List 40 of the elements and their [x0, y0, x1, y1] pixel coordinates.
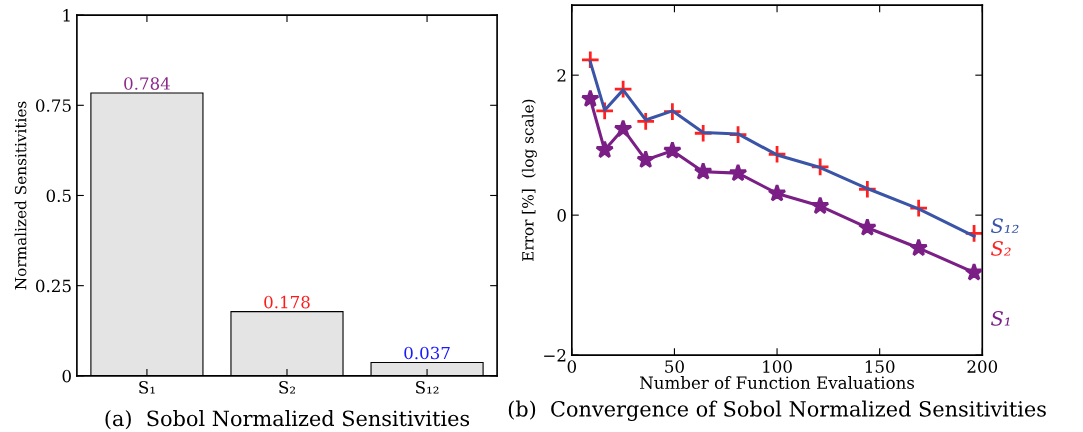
y-tick-label: 0.5: [46, 189, 71, 203]
y-tick-label: −2: [544, 349, 566, 362]
x-tick-label: S₂: [279, 381, 295, 394]
series-label: S₁: [991, 311, 1010, 326]
data-label: 0.178: [264, 295, 310, 309]
x-tick-label: 0: [567, 360, 577, 373]
x-tick-label: 50: [665, 360, 684, 373]
point: [909, 238, 928, 257]
text: (a) Sobol Normalized Sensitivities: [105, 410, 470, 430]
y-tick-label: 2: [557, 69, 566, 82]
y-tick-label: 0.25: [36, 279, 71, 293]
series-label: S₁₂: [991, 218, 1019, 234]
point: [767, 183, 787, 202]
y-tick-label: 0: [62, 369, 71, 383]
x-tick-label: 200: [967, 360, 998, 373]
y-axis-title: Normalized Sensitivities: [14, 101, 27, 290]
text: (b) Convergence of Sobol Normalized Sensitivities: [508, 400, 1046, 422]
y-axis-title: Error [%] (log scale): [521, 99, 537, 261]
point: [595, 140, 614, 159]
x-tick-label: S₁: [139, 381, 155, 394]
point: [663, 141, 682, 159]
x-tick-label: 150: [865, 360, 895, 373]
point: [858, 218, 877, 236]
point: [580, 89, 600, 108]
y-tick-label: 0: [557, 209, 566, 222]
point: [810, 196, 830, 215]
data-label: 0.037: [404, 346, 450, 360]
point: [636, 150, 656, 168]
y-tick-label: 0.75: [36, 99, 71, 112]
point: [728, 163, 748, 182]
point: [964, 262, 983, 281]
x-axis-title: Number of Function Evaluations: [639, 376, 915, 389]
line-series: [588, 60, 976, 238]
x-tick-label: 100: [763, 360, 792, 373]
point: [693, 162, 713, 180]
x-tick-label: S₁₂: [416, 381, 439, 394]
y-tick-label: 1: [63, 9, 70, 22]
data-label: 0.784: [124, 77, 170, 90]
series-label: S₂: [991, 241, 1011, 256]
point: [613, 119, 633, 138]
